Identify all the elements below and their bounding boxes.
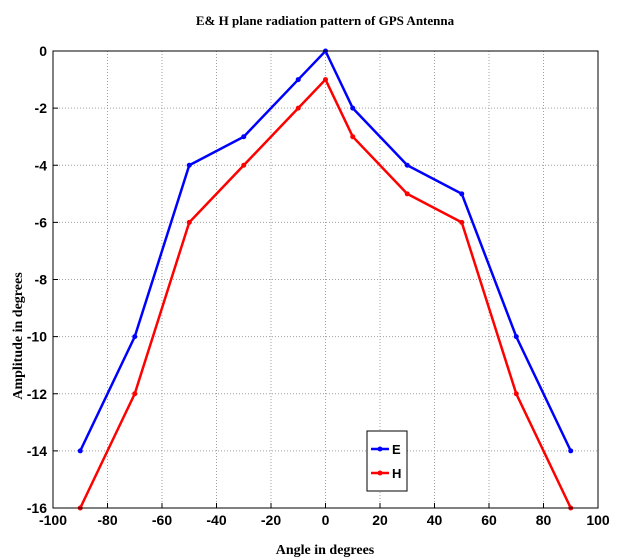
series-e-point <box>186 162 192 168</box>
series-h-point <box>132 391 138 397</box>
x-tick-label: 0 <box>322 512 330 528</box>
grid <box>52 50 599 509</box>
legend-h-marker <box>377 470 383 476</box>
series-e-point <box>568 448 574 454</box>
series-e-point <box>459 191 465 197</box>
series-e-point <box>132 334 138 340</box>
x-tick-label: 60 <box>481 512 497 528</box>
series-h-point <box>404 191 410 197</box>
series-e-point <box>295 77 301 83</box>
x-tick-label: 80 <box>536 512 552 528</box>
series-e-point <box>404 162 410 168</box>
x-tick-label: 40 <box>427 512 443 528</box>
tick-labels: -100 -80 -60 -40 -20 0 20 40 60 80 100 0 -2 -4 -6 -8 -10… <box>27 43 610 528</box>
series-e-point <box>513 334 519 340</box>
x-tick-label: -80 <box>97 512 117 528</box>
plot-frame <box>52 50 599 509</box>
y-tick-label: -10 <box>27 329 47 345</box>
series-h-point <box>323 77 328 83</box>
x-tick-label: -40 <box>206 512 226 528</box>
legend-e-marker <box>377 446 383 452</box>
y-axis-label: Amplitude in degrees <box>11 272 26 400</box>
x-tick-label: -60 <box>152 512 172 528</box>
series-e-point <box>241 134 247 140</box>
series-h-point <box>459 219 465 225</box>
series-h-point <box>513 391 519 397</box>
x-tick-label: 20 <box>372 512 388 528</box>
y-tick-label: -12 <box>27 386 47 402</box>
y-tick-label: -4 <box>35 157 48 173</box>
y-tick-label: -16 <box>27 500 47 516</box>
y-tick-label: -6 <box>35 214 48 230</box>
y-tick-label: -8 <box>35 272 48 288</box>
y-tick-label: -2 <box>35 100 48 116</box>
legend-e-label: E <box>392 442 401 457</box>
x-axis-label: Angle in degrees <box>276 543 375 558</box>
chart-title: E& H plane radiation pattern of GPS Ante… <box>196 13 455 28</box>
series-h-point <box>350 134 356 140</box>
x-tick-label: 100 <box>586 512 610 528</box>
series-h-line <box>79 77 572 509</box>
legend-h-label: H <box>392 466 401 481</box>
series-h-point <box>241 162 247 168</box>
series-h-point <box>186 219 192 225</box>
legend-box <box>366 430 408 492</box>
series-e-point <box>77 448 83 454</box>
legend: EH <box>366 430 408 492</box>
y-tick-label: -14 <box>27 443 47 459</box>
x-tick-label: -20 <box>261 512 281 528</box>
x-tick-label: -100 <box>39 512 67 528</box>
series-e-point <box>350 105 356 111</box>
series-h-point <box>295 105 301 111</box>
y-tick-label: 0 <box>39 43 47 59</box>
